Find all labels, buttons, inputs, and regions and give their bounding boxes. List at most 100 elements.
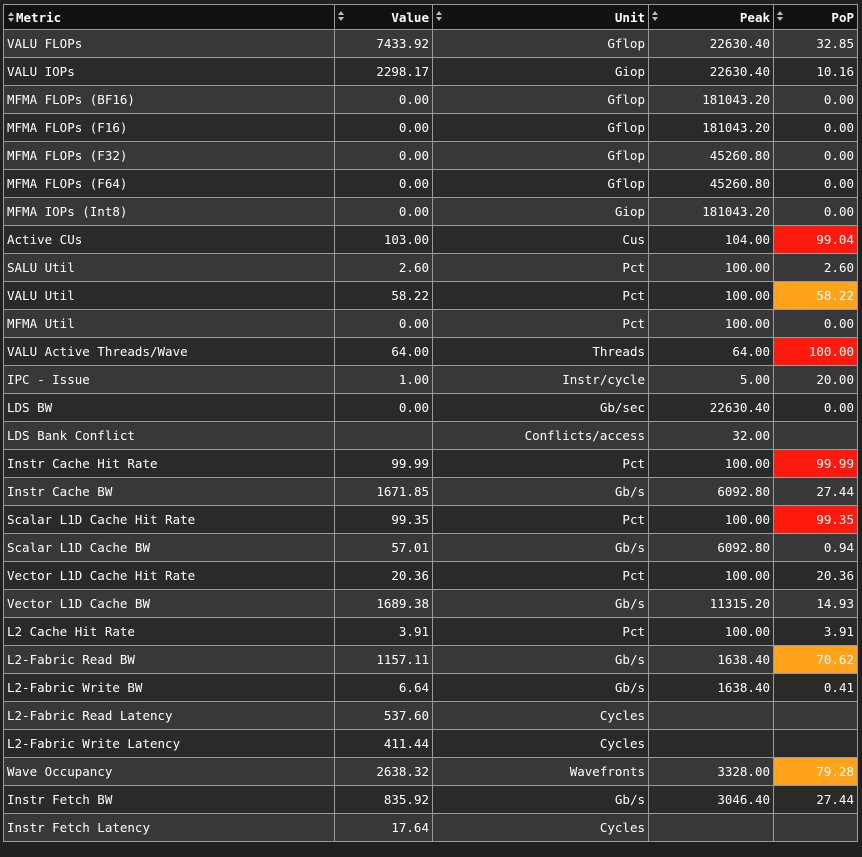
cell-pop: 27.44 [773, 785, 858, 814]
cell-unit: Gb/s [432, 589, 649, 618]
cell-unit: Pct [432, 505, 649, 534]
cell-pop: 99.04 [773, 225, 858, 254]
table-row: MFMA FLOPs (BF16) 0.00 Gflop 181043.20 0.00 [3, 85, 858, 114]
table-row: Active CUs 103.00 Cus 104.00 99.04 [3, 225, 858, 254]
cell-unit: Gb/sec [432, 393, 649, 422]
cell-value: 58.22 [334, 281, 433, 310]
cell-peak: 100.00 [648, 281, 774, 310]
cell-pop [773, 421, 858, 450]
header-peak[interactable]: Peak [648, 4, 774, 30]
table-row: MFMA Util 0.00 Pct 100.00 0.00 [3, 309, 858, 338]
cell-metric: LDS Bank Conflict [3, 421, 335, 450]
cell-value: 57.01 [334, 533, 433, 562]
cell-unit: Gflop [432, 113, 649, 142]
header-pop[interactable]: PoP [773, 4, 858, 30]
table-row: VALU Active Threads/Wave 64.00 Threads 64.0… [3, 337, 858, 366]
cell-pop: 0.00 [773, 197, 858, 226]
sort-icon[interactable] [337, 10, 346, 23]
cell-value: 0.00 [334, 113, 433, 142]
header-unit[interactable]: Unit [432, 4, 649, 30]
cell-value: 1157.11 [334, 645, 433, 674]
cell-peak: 6092.80 [648, 477, 774, 506]
cell-peak: 22630.40 [648, 29, 774, 58]
cell-peak: 22630.40 [648, 57, 774, 86]
sort-icon[interactable] [7, 11, 16, 24]
cell-metric: L2-Fabric Read Latency [3, 701, 335, 730]
cell-pop: 79.28 [773, 757, 858, 786]
header-row: Metric Value Unit Peak PoP [3, 4, 858, 30]
cell-unit: Gb/s [432, 785, 649, 814]
cell-value: 537.60 [334, 701, 433, 730]
cell-unit: Pct [432, 281, 649, 310]
table-row: L2-Fabric Write BW 6.64 Gb/s 1638.40 0.41 [3, 673, 858, 702]
table-row: MFMA FLOPs (F32) 0.00 Gflop 45260.80 0.00 [3, 141, 858, 170]
cell-unit: Pct [432, 309, 649, 338]
cell-metric: MFMA FLOPs (F32) [3, 141, 335, 170]
table-row: Instr Fetch Latency 17.64 Cycles [3, 813, 858, 842]
cell-metric: Wave Occupancy [3, 757, 335, 786]
cell-value: 1.00 [334, 365, 433, 394]
cell-unit: Cycles [432, 813, 649, 842]
table-row: Instr Cache BW 1671.85 Gb/s 6092.80 27.44 [3, 477, 858, 506]
cell-unit: Cycles [432, 701, 649, 730]
table-row: Instr Cache Hit Rate 99.99 Pct 100.00 99.99 [3, 449, 858, 478]
cell-peak [648, 701, 774, 730]
cell-value: 7433.92 [334, 29, 433, 58]
cell-value: 3.91 [334, 617, 433, 646]
header-metric[interactable]: Metric [3, 4, 335, 30]
table-row: MFMA IOPs (Int8) 0.00 Giop 181043.20 0.00 [3, 197, 858, 226]
cell-value [334, 421, 433, 450]
cell-value: 2298.17 [334, 57, 433, 86]
cell-unit: Cycles [432, 729, 649, 758]
cell-unit: Pct [432, 561, 649, 590]
header-metric-label: Metric [16, 9, 62, 25]
header-value[interactable]: Value [334, 4, 433, 30]
cell-unit: Pct [432, 253, 649, 282]
cell-metric: Instr Cache Hit Rate [3, 449, 335, 478]
cell-value: 2638.32 [334, 757, 433, 786]
cell-value: 6.64 [334, 673, 433, 702]
cell-unit: Cus [432, 225, 649, 254]
cell-pop: 0.00 [773, 85, 858, 114]
cell-metric: MFMA Util [3, 309, 335, 338]
table-row: LDS BW 0.00 Gb/sec 22630.40 0.00 [3, 393, 858, 422]
sort-icon[interactable] [435, 10, 444, 23]
sort-icon[interactable] [776, 10, 785, 23]
cell-peak: 100.00 [648, 253, 774, 282]
cell-metric: Instr Fetch BW [3, 785, 335, 814]
cell-metric: VALU FLOPs [3, 29, 335, 58]
cell-pop: 3.91 [773, 617, 858, 646]
cell-peak: 181043.20 [648, 85, 774, 114]
cell-pop: 0.00 [773, 169, 858, 198]
cell-peak: 100.00 [648, 449, 774, 478]
cell-metric: SALU Util [3, 253, 335, 282]
cell-peak: 100.00 [648, 617, 774, 646]
cell-metric: Active CUs [3, 225, 335, 254]
cell-metric: Scalar L1D Cache Hit Rate [3, 505, 335, 534]
cell-pop: 100.00 [773, 337, 858, 366]
cell-metric: VALU Util [3, 281, 335, 310]
cell-unit: Gflop [432, 29, 649, 58]
cell-pop: 0.94 [773, 533, 858, 562]
cell-pop: 0.00 [773, 309, 858, 338]
header-pop-label: PoP [831, 9, 854, 25]
cell-unit: Gb/s [432, 673, 649, 702]
cell-peak: 11315.20 [648, 589, 774, 618]
cell-peak: 3046.40 [648, 785, 774, 814]
cell-unit: Wavefronts [432, 757, 649, 786]
cell-value: 0.00 [334, 85, 433, 114]
header-peak-label: Peak [739, 9, 770, 25]
cell-unit: Instr/cycle [432, 365, 649, 394]
cell-peak [648, 813, 774, 842]
cell-unit: Giop [432, 197, 649, 226]
sort-icon[interactable] [651, 10, 660, 23]
cell-pop: 20.36 [773, 561, 858, 590]
table-row: Scalar L1D Cache BW 57.01 Gb/s 6092.80 0.94 [3, 533, 858, 562]
cell-metric: MFMA FLOPs (F64) [3, 169, 335, 198]
table-row: L2 Cache Hit Rate 3.91 Pct 100.00 3.91 [3, 617, 858, 646]
metrics-table: Metric Value Unit Peak PoP VALU FLOPs 743… [3, 4, 858, 842]
cell-metric: L2 Cache Hit Rate [3, 617, 335, 646]
cell-value: 99.35 [334, 505, 433, 534]
cell-peak: 64.00 [648, 337, 774, 366]
cell-unit: Giop [432, 57, 649, 86]
